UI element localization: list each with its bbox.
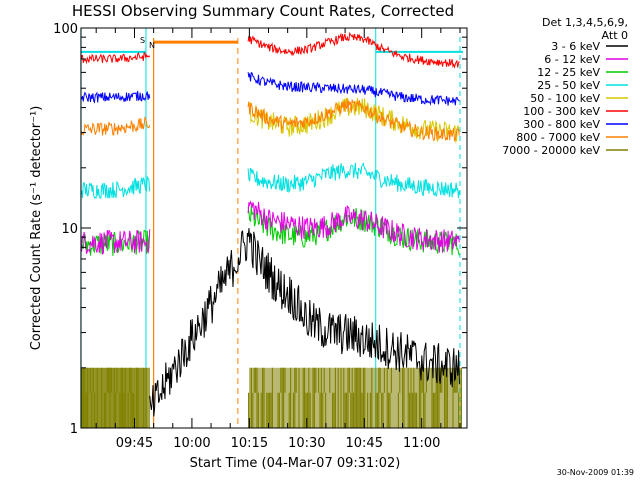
legend-entry-label: 6 - 12 keV xyxy=(544,53,600,66)
legend-entry-label: 800 - 7000 keV xyxy=(516,131,600,144)
y-tick-label: 10 xyxy=(61,222,78,237)
series-trace xyxy=(80,162,460,199)
flag-label: N xyxy=(149,41,155,50)
series-trace xyxy=(80,31,460,69)
footer-timestamp: 30-Nov-2009 01:39 xyxy=(557,468,634,477)
x-tick-label: 09:45 xyxy=(116,436,153,451)
flag-label: S xyxy=(140,36,145,45)
legend-entry-label: 25 - 50 keV xyxy=(537,79,600,92)
x-tick-label: 11:00 xyxy=(403,436,440,451)
series-trace xyxy=(80,99,460,142)
legend-entry-label: 3 - 6 keV xyxy=(551,40,600,53)
legend-header: Det 1,3,4,5,6,9, xyxy=(542,16,628,29)
x-tick-label: 10:00 xyxy=(173,436,210,451)
legend-entry-label: 100 - 300 keV xyxy=(523,105,600,118)
y-axis-label: Corrected Count Rate (s⁻¹ detector⁻¹) xyxy=(29,106,44,351)
x-tick-label: 10:15 xyxy=(231,436,268,451)
legend-entry-label: 50 - 100 keV xyxy=(530,92,600,105)
legend-entry-label: 300 - 800 keV xyxy=(523,118,600,131)
series-trace xyxy=(80,72,460,106)
series-trace xyxy=(149,228,460,417)
x-axis-label: Start Time (04-Mar-07 09:31:02) xyxy=(190,456,401,471)
y-tick-label: 1 xyxy=(70,422,78,437)
x-tick-label: 10:45 xyxy=(346,436,383,451)
legend-entry-label: 12 - 25 keV xyxy=(537,66,600,79)
chart-title: HESSI Observing Summary Count Rates, Cor… xyxy=(72,2,454,20)
legend-entry-label: 7000 - 20000 keV xyxy=(502,144,600,157)
series-trace xyxy=(248,97,460,144)
x-tick-label: 10:30 xyxy=(288,436,325,451)
series-trace xyxy=(251,367,462,428)
legend-header: Att 0 xyxy=(602,29,628,42)
series-trace xyxy=(81,367,146,428)
series-trace xyxy=(80,200,460,255)
y-tick-label: 100 xyxy=(53,22,78,37)
